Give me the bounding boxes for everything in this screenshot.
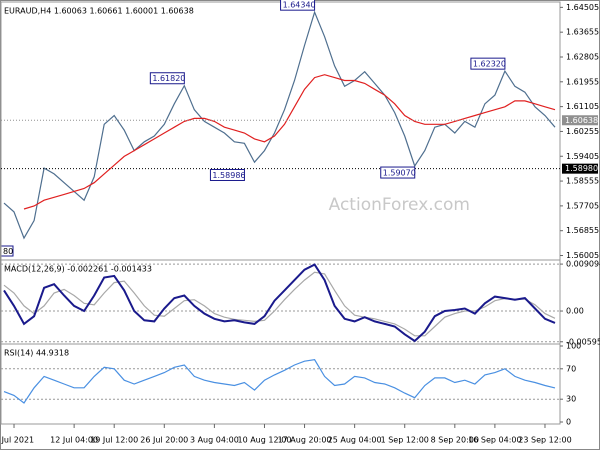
x-tick-label: 26 Jul 20:00 bbox=[140, 436, 188, 445]
x-tick-label: 12 Jul 04:00 bbox=[50, 436, 98, 445]
y-tick-label: 100 bbox=[566, 342, 581, 351]
x-tick-label: 17 Aug 20:00 bbox=[278, 436, 332, 445]
x-tick-label: 19 Jul 12:00 bbox=[90, 436, 138, 445]
annotation-box bbox=[149, 72, 185, 85]
y-tick-label: 1.62805 bbox=[566, 52, 599, 61]
x-tick-label: 1 Sep 12:00 bbox=[381, 436, 429, 445]
x-tick-label: 23 Sep 12:00 bbox=[518, 436, 571, 445]
y-tick-label: 0.00 bbox=[566, 307, 584, 316]
price-tag bbox=[562, 163, 598, 174]
annotation-label: 1.61820 bbox=[152, 74, 185, 83]
price-tag-label: 1.60638 bbox=[565, 116, 598, 125]
watermark: ActionForex.com bbox=[329, 195, 470, 215]
y-tick-label: -0.005956 bbox=[566, 337, 600, 346]
y-tick-label: 1.58555 bbox=[566, 177, 599, 186]
series-line bbox=[3, 271, 556, 337]
y-tick-label: 1.64505 bbox=[566, 3, 599, 12]
annotation-box bbox=[380, 166, 416, 179]
annotation-label: 1.64340 bbox=[283, 1, 316, 10]
annotation-box bbox=[280, 0, 316, 11]
x-tick-label: 3 Aug 04:00 bbox=[190, 436, 239, 445]
y-tick-label: 1.59405 bbox=[566, 152, 599, 161]
panel-title: EURAUD,H4 1.60063 1.60661 1.60001 1.6063… bbox=[4, 7, 194, 16]
panel-title: MACD(12,26,9) -0.002261 -0.001433 bbox=[4, 265, 152, 274]
series-line bbox=[23, 74, 556, 210]
panel-title: RSI(14) 44.9318 bbox=[4, 349, 69, 358]
price-tag-label: 1.58980 bbox=[565, 164, 598, 173]
y-tick-label: 0.009094 bbox=[566, 260, 600, 269]
x-tick-label: 2 Jul 2021 bbox=[0, 436, 34, 445]
y-tick-label: 1.57705 bbox=[566, 201, 599, 210]
x-tick-label: 25 Aug 04:00 bbox=[328, 436, 382, 445]
annotation-box bbox=[470, 57, 506, 70]
y-tick-label: 1.61955 bbox=[566, 77, 599, 86]
annotation-label: 1.58986 bbox=[212, 171, 245, 180]
y-tick-label: 0 bbox=[566, 418, 571, 427]
y-tick-label: 70 bbox=[566, 364, 576, 373]
series-line bbox=[3, 263, 556, 343]
y-tick-label: 1.61105 bbox=[566, 102, 599, 111]
y-tick-label: 1.60255 bbox=[566, 127, 599, 136]
y-tick-label: 30 bbox=[566, 395, 576, 404]
series-line bbox=[3, 10, 556, 240]
y-tick-label: 1.56005 bbox=[566, 251, 599, 260]
annotation-label: 1.62320 bbox=[473, 60, 506, 69]
annotation-box bbox=[209, 168, 245, 181]
y-tick-label: 1.56855 bbox=[566, 226, 599, 235]
panel-border bbox=[0, 343, 561, 425]
edge-label: 80 bbox=[3, 247, 13, 256]
price-tag bbox=[562, 115, 598, 126]
x-tick-label: 8 Sep 20:00 bbox=[431, 436, 479, 445]
x-tick-label: 16 Sep 04:00 bbox=[468, 436, 521, 445]
y-tick-label: 1.63655 bbox=[566, 28, 599, 37]
x-tick-label: 10 Aug 12:00 bbox=[237, 436, 291, 445]
annotation-label: 1.59070 bbox=[383, 169, 416, 178]
series-line bbox=[3, 359, 556, 404]
